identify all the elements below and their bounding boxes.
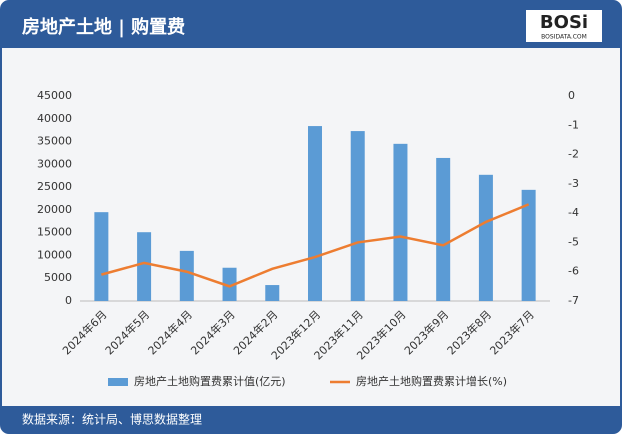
bar: [521, 189, 536, 301]
y-tick-label: 20000: [37, 203, 72, 216]
y-tick-label: 45000: [37, 89, 72, 102]
y-tick-label: 0: [65, 294, 72, 307]
bar: [350, 131, 365, 301]
bar: [222, 267, 237, 301]
footer-band: [1, 406, 621, 433]
y2-tick-label: -1: [568, 118, 579, 131]
legend-label: 房地产土地购置费累计值(亿元): [134, 374, 286, 388]
bar: [265, 285, 280, 301]
logo: BOSi: [540, 12, 588, 33]
y2-tick-label: -6: [568, 265, 579, 278]
legend-label: 房地产土地购置费累计增长(%): [356, 374, 507, 388]
bar: [436, 157, 451, 301]
y2-tick-label: -3: [568, 177, 579, 190]
bar: [393, 143, 408, 301]
y-tick-label: 5000: [44, 271, 72, 284]
logo-sub: BOSIDATA.COM: [541, 34, 587, 41]
y2-tick-label: -5: [568, 235, 579, 248]
y-tick-label: 15000: [37, 226, 72, 239]
header-band: [1, 1, 621, 48]
line: [101, 203, 530, 288]
bar: [94, 212, 109, 301]
y2-tick-label: -4: [568, 206, 579, 219]
y2-tick-label: -7: [568, 294, 579, 307]
y-tick-label: 30000: [37, 157, 72, 170]
source: 数据来源：统计局、博思数据整理: [22, 412, 202, 427]
y-tick-label: 35000: [37, 135, 72, 148]
page-title: 房地产土地 | 购置费: [22, 16, 185, 38]
bar: [478, 174, 493, 301]
y-tick-label: 40000: [37, 112, 72, 125]
bar: [137, 232, 152, 301]
y-tick-label: 25000: [37, 180, 72, 193]
bar: [179, 250, 194, 301]
y2-tick-label: 0: [568, 89, 575, 102]
bar: [308, 126, 322, 301]
legend-swatch: [108, 378, 128, 386]
y2-tick-label: -2: [568, 148, 579, 161]
logo-box: [526, 10, 602, 42]
y-tick-label: 10000: [37, 248, 72, 261]
